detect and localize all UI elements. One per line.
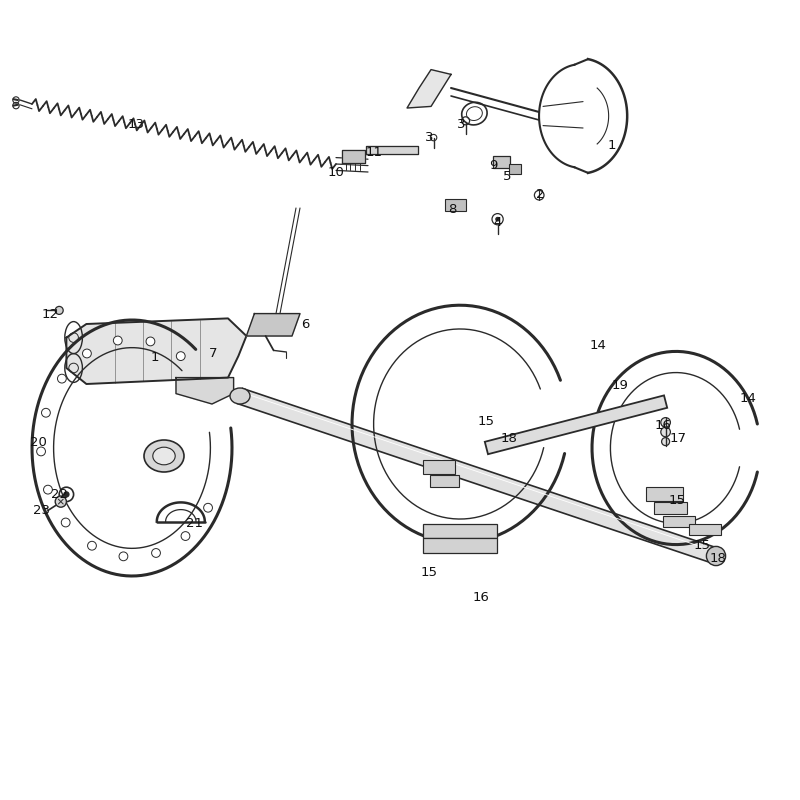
Polygon shape <box>485 395 667 454</box>
Circle shape <box>181 532 190 541</box>
Text: 3: 3 <box>426 131 434 144</box>
Text: 4: 4 <box>494 216 502 229</box>
Circle shape <box>55 496 66 507</box>
Circle shape <box>119 552 128 561</box>
Circle shape <box>495 217 500 222</box>
Polygon shape <box>407 70 451 108</box>
Text: 3: 3 <box>457 118 465 130</box>
Polygon shape <box>238 389 718 563</box>
Polygon shape <box>176 378 234 404</box>
FancyBboxPatch shape <box>430 475 459 487</box>
Text: 2: 2 <box>536 188 544 201</box>
Text: 7: 7 <box>210 347 218 360</box>
Text: 6: 6 <box>302 318 310 331</box>
Text: 9: 9 <box>490 159 498 172</box>
Text: 15: 15 <box>420 566 438 578</box>
Circle shape <box>661 418 670 427</box>
Circle shape <box>176 352 185 361</box>
Ellipse shape <box>230 388 250 404</box>
Text: 14: 14 <box>590 339 607 352</box>
Circle shape <box>87 542 96 550</box>
FancyBboxPatch shape <box>509 164 521 174</box>
FancyBboxPatch shape <box>663 516 695 527</box>
Text: 18: 18 <box>500 432 518 445</box>
Text: 1: 1 <box>150 351 158 364</box>
Polygon shape <box>66 318 246 384</box>
Circle shape <box>43 486 52 494</box>
Text: 14: 14 <box>739 392 757 405</box>
Text: 16: 16 <box>654 419 672 432</box>
Text: 18: 18 <box>710 552 727 565</box>
FancyBboxPatch shape <box>654 502 687 514</box>
Text: 8: 8 <box>448 203 456 216</box>
Text: 16: 16 <box>472 591 490 604</box>
Text: 11: 11 <box>366 146 383 158</box>
Circle shape <box>62 518 70 527</box>
Polygon shape <box>366 146 418 154</box>
Circle shape <box>63 491 70 498</box>
Text: 15: 15 <box>477 415 494 428</box>
FancyBboxPatch shape <box>445 199 466 211</box>
Circle shape <box>204 503 213 512</box>
Text: 1: 1 <box>608 139 616 152</box>
Text: 12: 12 <box>42 308 59 321</box>
Circle shape <box>82 349 91 358</box>
Text: 10: 10 <box>327 166 345 178</box>
Circle shape <box>42 408 50 417</box>
Text: 19: 19 <box>611 379 629 392</box>
Text: 15: 15 <box>668 494 686 507</box>
Text: 15: 15 <box>693 539 710 552</box>
Text: 21: 21 <box>186 517 203 530</box>
Circle shape <box>114 336 122 345</box>
Circle shape <box>661 427 670 437</box>
Text: 20: 20 <box>30 436 47 449</box>
Circle shape <box>706 546 726 566</box>
Text: 5: 5 <box>503 170 511 183</box>
Text: 23: 23 <box>33 504 50 517</box>
Text: 13: 13 <box>127 118 145 130</box>
Polygon shape <box>246 314 300 336</box>
Circle shape <box>146 337 155 346</box>
FancyBboxPatch shape <box>423 460 455 474</box>
Circle shape <box>152 549 161 558</box>
FancyBboxPatch shape <box>689 524 721 535</box>
Text: 17: 17 <box>670 432 687 445</box>
FancyBboxPatch shape <box>423 538 497 553</box>
Circle shape <box>55 306 63 314</box>
FancyBboxPatch shape <box>646 487 683 501</box>
Circle shape <box>662 438 670 446</box>
Polygon shape <box>342 150 365 163</box>
FancyBboxPatch shape <box>423 524 497 538</box>
FancyBboxPatch shape <box>493 156 510 168</box>
Circle shape <box>58 374 66 383</box>
Text: 22: 22 <box>50 488 68 501</box>
Ellipse shape <box>144 440 184 472</box>
Circle shape <box>37 447 46 456</box>
Ellipse shape <box>153 447 175 465</box>
